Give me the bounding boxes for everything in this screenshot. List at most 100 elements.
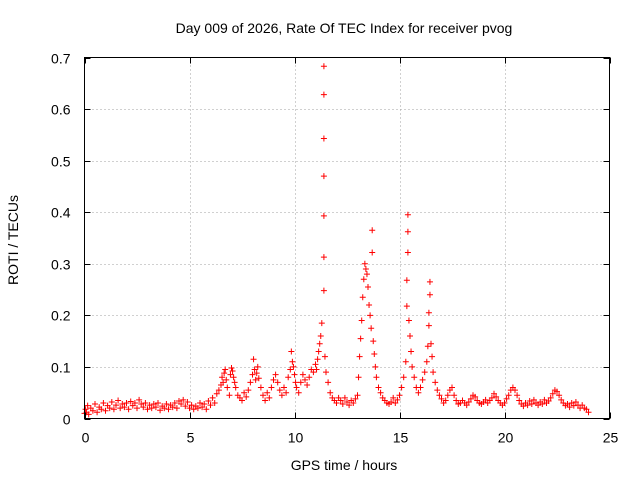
data-point	[411, 374, 418, 381]
data-point	[115, 397, 122, 404]
data-point	[117, 405, 124, 412]
data-point	[197, 400, 203, 407]
data-point	[421, 369, 428, 376]
data-point	[161, 405, 168, 412]
data-point	[313, 366, 320, 373]
data-point	[254, 363, 261, 370]
data-point	[292, 379, 299, 386]
data-point	[404, 249, 411, 256]
data-point	[243, 393, 250, 400]
data-point	[350, 400, 357, 407]
x-tick-label: 10	[288, 430, 304, 446]
data-point	[423, 358, 430, 365]
data-point	[367, 312, 374, 319]
data-point	[524, 402, 531, 409]
data-point	[373, 374, 380, 381]
x-tick-label: 25	[603, 430, 619, 446]
data-point	[363, 271, 370, 278]
data-point	[123, 400, 130, 407]
data-point	[229, 368, 236, 375]
data-point	[314, 356, 321, 363]
data-point	[369, 227, 376, 234]
data-point	[451, 392, 458, 399]
data-point	[249, 371, 256, 378]
x-tick-label: 5	[187, 430, 195, 446]
data-point	[425, 322, 432, 329]
data-point	[320, 63, 327, 70]
data-point	[232, 384, 239, 391]
data-point	[227, 371, 234, 378]
data-point	[253, 370, 260, 377]
data-point	[482, 396, 489, 403]
data-point	[405, 317, 412, 324]
data-point	[402, 358, 409, 365]
data-point	[320, 91, 327, 98]
data-point	[547, 394, 554, 401]
data-point	[505, 392, 512, 399]
data-point	[404, 211, 411, 218]
data-point	[252, 376, 259, 383]
data-point	[272, 371, 279, 378]
data-point	[190, 406, 197, 413]
data-point	[148, 405, 155, 412]
data-point	[134, 405, 140, 412]
data-point	[220, 379, 227, 386]
data-point	[203, 406, 210, 413]
data-point	[344, 398, 350, 405]
data-point	[288, 348, 295, 355]
plot-frame	[84, 57, 610, 419]
data-point	[430, 369, 437, 376]
data-point	[293, 384, 300, 391]
data-point	[503, 395, 510, 402]
data-point	[408, 348, 415, 355]
data-point	[224, 384, 231, 391]
data-point	[102, 407, 109, 414]
data-point	[85, 411, 92, 418]
data-point	[415, 389, 422, 396]
y-tick-label: 0.6	[51, 102, 71, 118]
data-point	[424, 343, 431, 350]
data-point	[295, 389, 302, 396]
data-point	[359, 294, 366, 301]
data-point	[245, 387, 252, 394]
data-point	[320, 254, 327, 261]
data-point	[358, 317, 365, 324]
data-point	[278, 392, 285, 399]
data-point	[302, 376, 308, 383]
data-point	[312, 361, 319, 368]
data-point	[316, 340, 323, 347]
data-point	[169, 404, 176, 411]
data-point	[572, 398, 579, 405]
data-point	[365, 283, 371, 290]
x-tick-label: 15	[393, 430, 409, 446]
data-point	[570, 402, 577, 409]
data-point	[419, 376, 426, 383]
data-point	[585, 409, 592, 416]
data-point	[556, 392, 563, 399]
data-point	[520, 403, 527, 410]
data-point	[488, 394, 495, 401]
data-point	[239, 397, 245, 404]
data-points	[81, 63, 592, 418]
data-point	[310, 369, 317, 376]
data-point	[400, 374, 407, 381]
data-point	[472, 393, 479, 400]
y-tick-label: 0.3	[51, 257, 71, 273]
data-point	[178, 401, 185, 408]
data-point	[564, 401, 571, 408]
y-tick-label: 0.7	[51, 51, 71, 67]
data-point	[274, 379, 281, 386]
data-point	[121, 404, 128, 411]
data-point	[226, 392, 233, 399]
data-point	[138, 401, 145, 408]
data-point	[173, 405, 180, 412]
data-point	[516, 397, 523, 404]
data-point	[366, 302, 373, 309]
data-point	[231, 379, 238, 386]
data-point	[318, 320, 325, 327]
data-point	[182, 403, 189, 410]
data-point	[89, 407, 96, 414]
data-point	[360, 276, 367, 283]
data-point	[199, 404, 206, 411]
